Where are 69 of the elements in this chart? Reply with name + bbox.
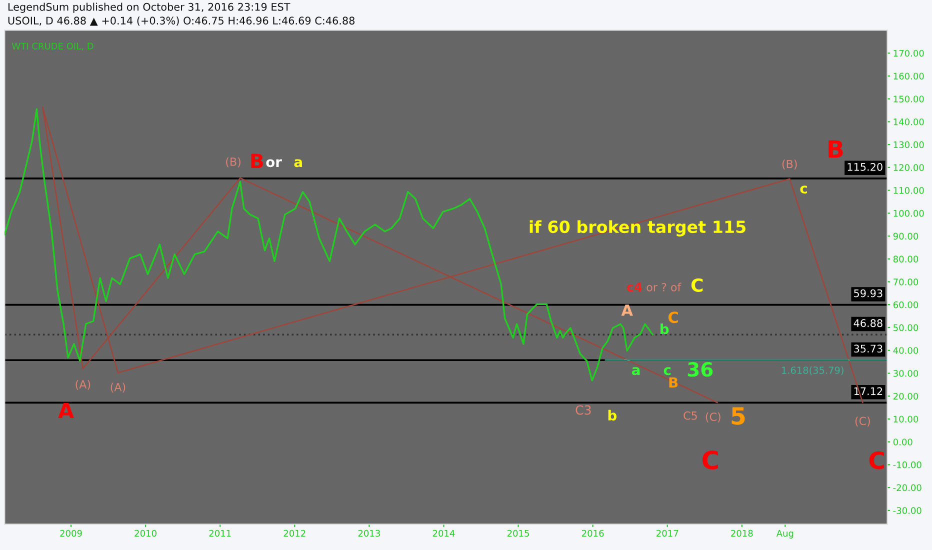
y-tick-label: 40.00 bbox=[893, 347, 918, 354]
annotation: a bbox=[632, 367, 640, 376]
annotation: if 60 broken target 115 bbox=[530, 220, 746, 236]
y-tick-label: 90.00 bbox=[893, 232, 918, 240]
x-tick-label: 2014 bbox=[432, 530, 455, 537]
y-tick-label: -10.00 bbox=[893, 461, 922, 468]
annotation: c bbox=[664, 367, 671, 376]
annotation: (C) bbox=[855, 416, 870, 426]
y-tick-label: 140.00 bbox=[894, 118, 924, 126]
annotation: 1.618(35.79) bbox=[782, 366, 844, 376]
ref-line-label: 115.20 bbox=[848, 162, 882, 171]
annotation: (B) bbox=[782, 160, 797, 170]
annotation: a bbox=[294, 159, 302, 168]
y-tick-label: 30.00 bbox=[894, 370, 918, 377]
x-tick-label: 2011 bbox=[209, 530, 231, 537]
annotation: b bbox=[660, 323, 669, 334]
annotation: C bbox=[668, 312, 678, 324]
y-tick-label: 50.00 bbox=[894, 324, 918, 332]
x-tick-label: 2015 bbox=[507, 530, 529, 537]
ref-line-label: 35.73 bbox=[854, 344, 882, 353]
annotation: C5 bbox=[684, 411, 697, 420]
annotation: 36 bbox=[688, 362, 713, 377]
annotation: (C) bbox=[706, 412, 720, 422]
y-tick-label: 20.00 bbox=[893, 392, 918, 400]
annotation: or bbox=[266, 159, 282, 168]
y-tick-label: 0.00 bbox=[893, 438, 912, 446]
x-tick-label: 2012 bbox=[284, 530, 306, 537]
y-tick-label: 160.00 bbox=[894, 72, 924, 80]
y-tick-label: 130.00 bbox=[894, 141, 924, 148]
x-tick-label: 2013 bbox=[358, 530, 380, 537]
annotation: B bbox=[251, 154, 263, 168]
text: LegendSum published on October 31, 2016 23:19 EST bbox=[8, 2, 290, 13]
x-tick-label: 2018 bbox=[731, 530, 753, 537]
annotation: 5 bbox=[732, 407, 745, 425]
y-tick-label: -20.00 bbox=[893, 484, 922, 492]
annotation: c bbox=[800, 186, 807, 194]
ref-line-label: 46.88 bbox=[854, 319, 882, 328]
y-tick-label: -30.00 bbox=[893, 507, 922, 514]
y-tick-label: 120.00 bbox=[894, 164, 924, 172]
x-tick-label: 2016 bbox=[582, 530, 604, 537]
y-tick-label: 110.00 bbox=[894, 187, 924, 194]
annotation: or ? of bbox=[646, 282, 682, 292]
y-tick-label: 100.00 bbox=[894, 210, 924, 217]
annotation: B bbox=[828, 140, 843, 158]
x-tick-label: Aug bbox=[776, 530, 794, 538]
y-tick-label: 70.00 bbox=[894, 278, 918, 286]
y-tick-label: 170.00 bbox=[894, 50, 924, 57]
y-tick-label: 10.00 bbox=[894, 416, 918, 423]
annotation: B bbox=[669, 377, 678, 388]
annotation: (A) bbox=[110, 382, 126, 393]
annotation: c4 bbox=[627, 282, 642, 292]
x-tick-label: 2009 bbox=[60, 530, 82, 537]
text: WTI CRUDE OIL, D bbox=[12, 42, 94, 51]
annotation: (A) bbox=[76, 380, 90, 390]
annotation: (B) bbox=[226, 157, 240, 168]
text: USOIL, D 46.88 ▲ +0.14 (+0.3%) O:46.75 H:46.96 L:46.69 C:46.88 bbox=[8, 16, 355, 26]
x-tick-label: 2010 bbox=[134, 530, 156, 537]
annotation: A bbox=[621, 304, 633, 316]
y-tick-label: 60.00 bbox=[893, 301, 918, 308]
annotation: C bbox=[691, 278, 703, 292]
annotation: A bbox=[58, 402, 74, 418]
annotation: C3 bbox=[576, 405, 591, 415]
annotation: C bbox=[869, 451, 884, 470]
y-tick-label: 80.00 bbox=[893, 256, 918, 262]
annotation: b bbox=[608, 410, 617, 421]
annotation: C bbox=[702, 450, 718, 470]
ref-line-label: 59.93 bbox=[854, 289, 882, 298]
x-tick-label: 2017 bbox=[656, 530, 678, 537]
y-tick-label: 150.00 bbox=[894, 96, 924, 102]
